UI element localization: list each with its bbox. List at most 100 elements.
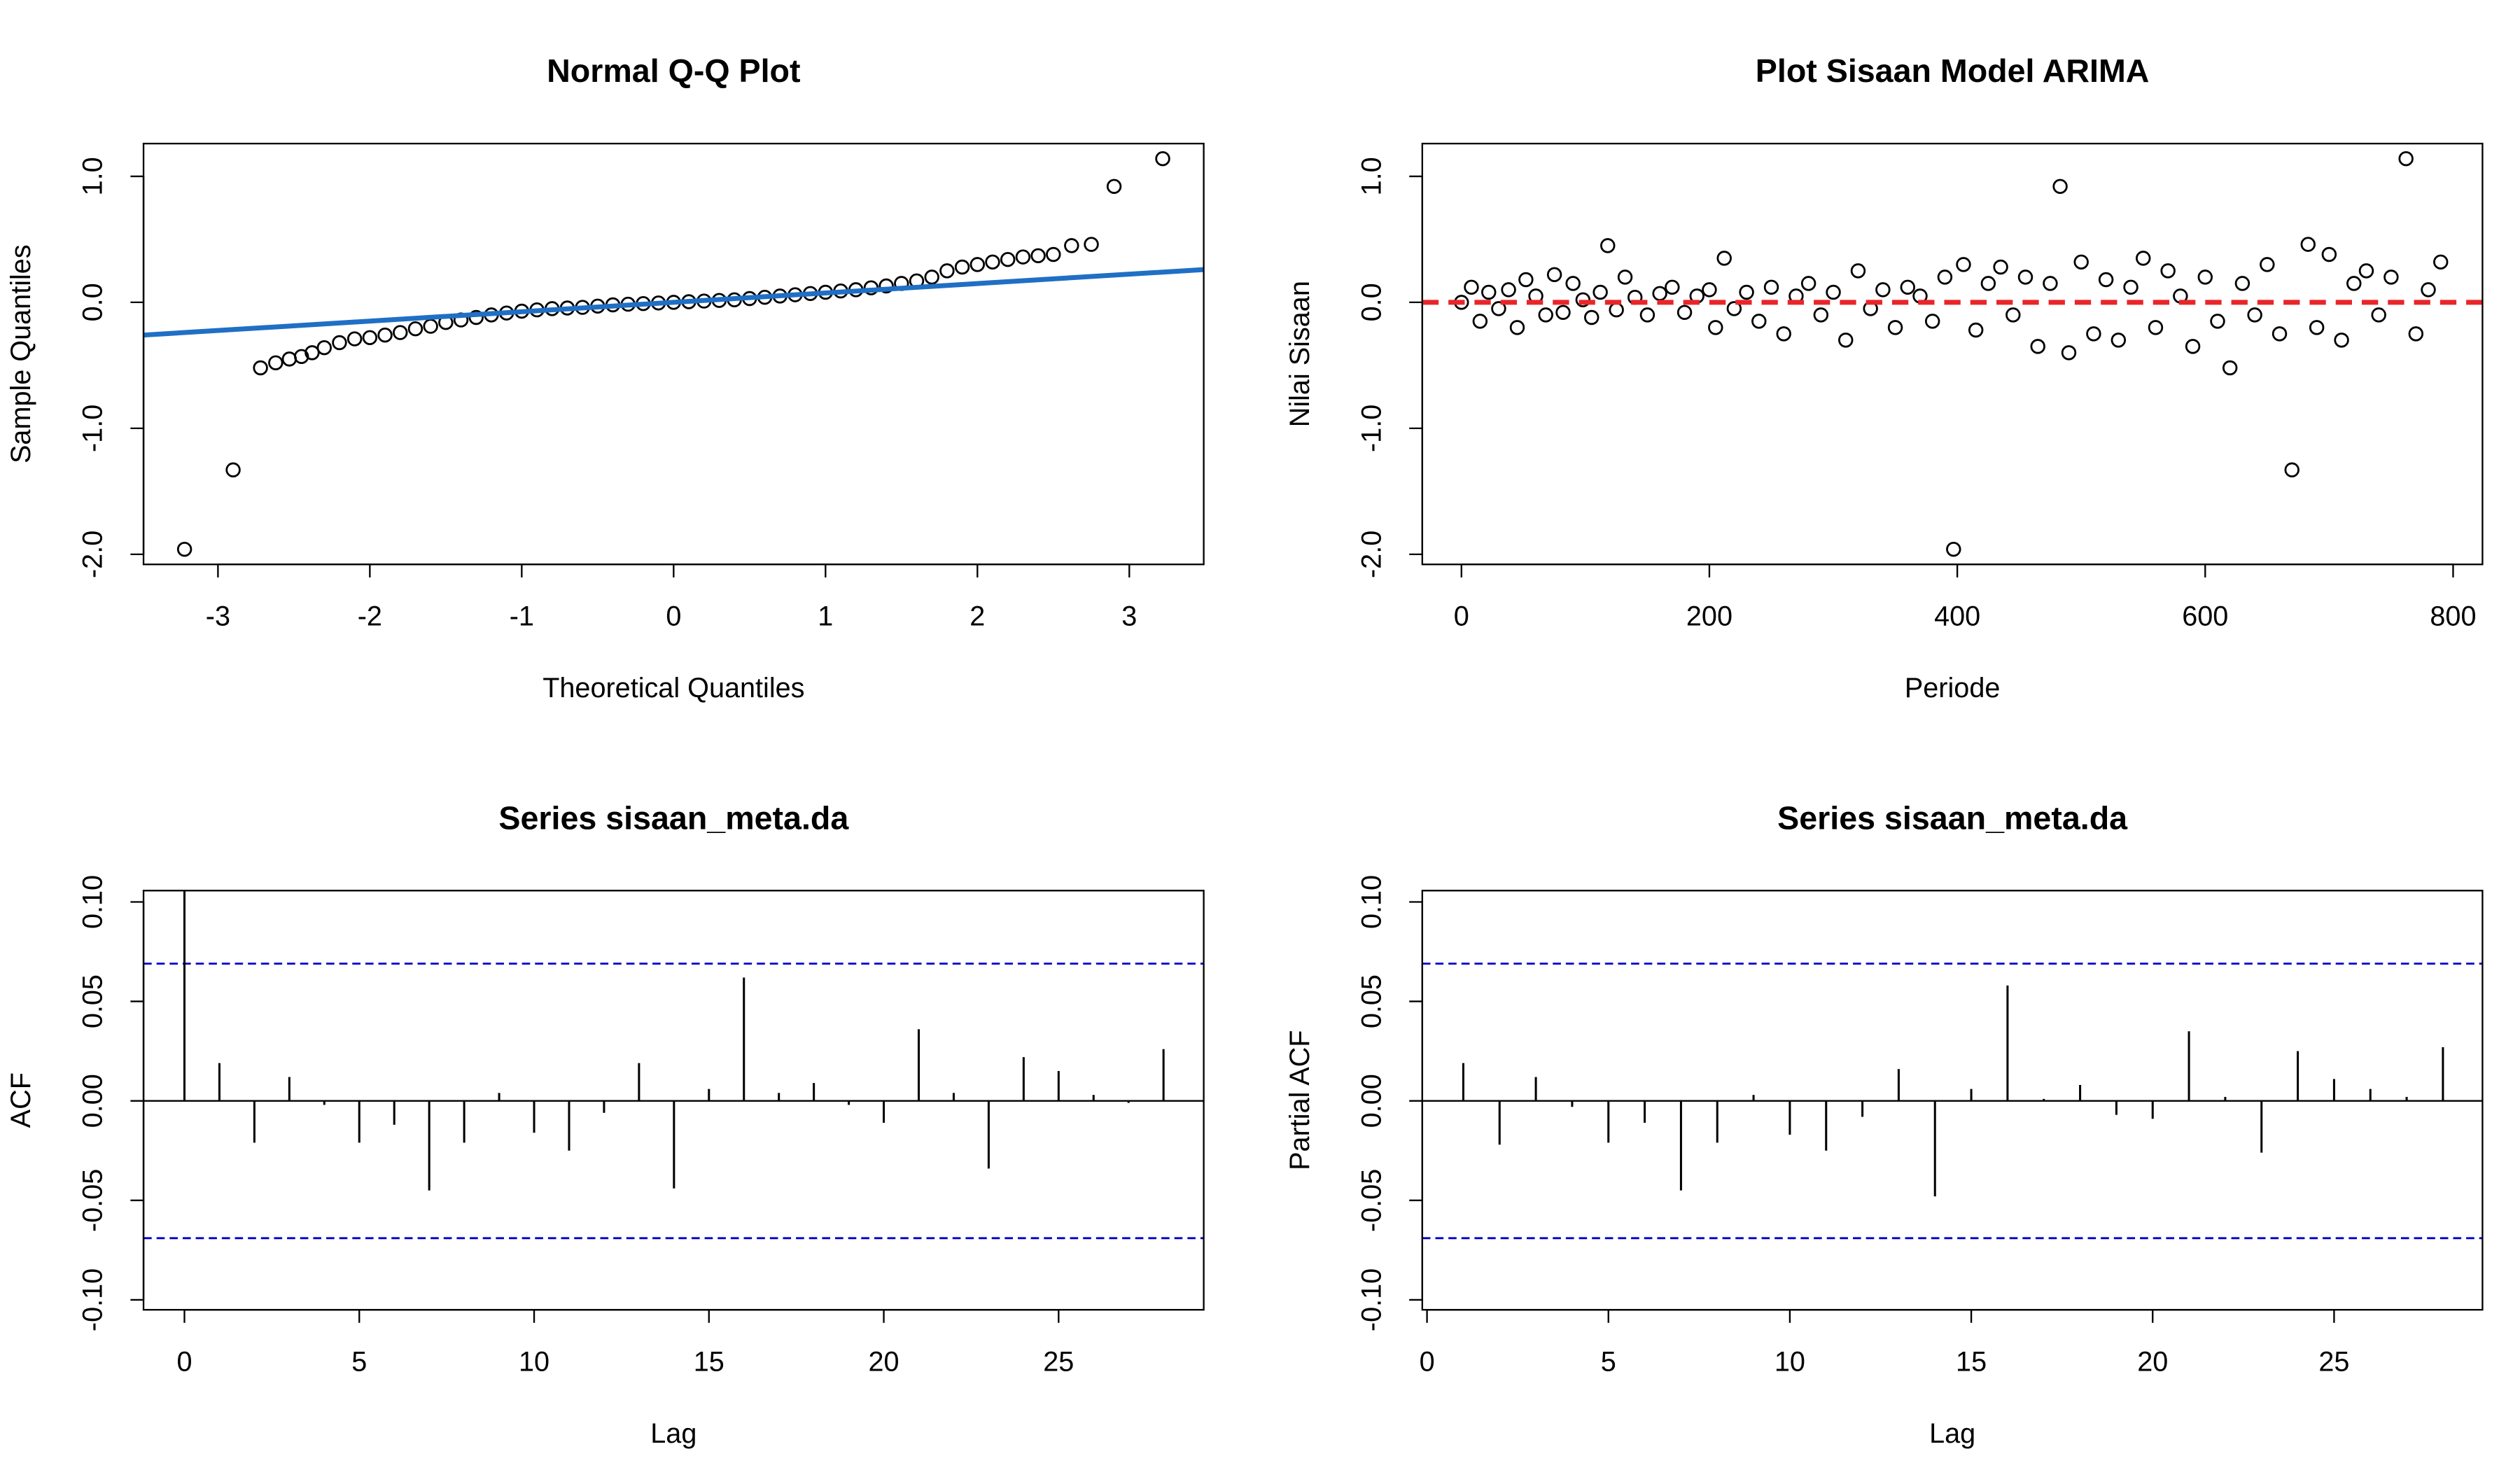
y-axis-label: Partial ACF [1284, 1030, 1315, 1170]
point [268, 355, 284, 371]
point [253, 360, 268, 376]
point [1106, 178, 1122, 195]
point [1617, 270, 1633, 285]
point [281, 351, 298, 367]
y-tick-label: 0.10 [78, 875, 108, 929]
point [1716, 251, 1732, 266]
point [1046, 246, 1061, 262]
point [346, 331, 363, 346]
point [1472, 314, 1488, 329]
point [1538, 307, 1553, 323]
y-tick-label: 1.0 [1356, 157, 1387, 195]
y-axis-label: ACF [6, 1072, 36, 1128]
point [1518, 272, 1534, 288]
point [2061, 345, 2077, 360]
y-tick-label: 1.0 [78, 157, 108, 195]
chart-title: Normal Q-Q Plot [547, 52, 800, 89]
point [2210, 314, 2225, 329]
point [2421, 282, 2436, 298]
x-tick-label: 5 [351, 1346, 367, 1377]
point [2110, 332, 2127, 348]
point [2384, 270, 2399, 285]
x-tick-label: 600 [2182, 601, 2228, 632]
point [1676, 304, 1693, 321]
point [1813, 307, 1829, 323]
x-tick-label: -3 [206, 601, 230, 632]
x-tick-label: 0 [1420, 1346, 1435, 1377]
point [2185, 339, 2201, 354]
point [2346, 276, 2362, 291]
point [2148, 320, 2164, 335]
y-tick-label: 0.00 [78, 1074, 108, 1128]
point [1702, 282, 1717, 298]
panel: Normal Q-Q Plot Theoretical Quantiles Samp… [6, 52, 1205, 704]
point [1739, 284, 1754, 300]
point [2222, 360, 2238, 376]
point [2086, 326, 2101, 342]
point [1509, 320, 1525, 335]
point [1464, 279, 1479, 295]
point [2371, 307, 2386, 323]
x-axis-label: Periode [1905, 673, 2001, 704]
point [878, 278, 894, 294]
y-tick-label: -1.0 [78, 405, 108, 452]
point [2398, 150, 2414, 167]
point [1937, 270, 1953, 285]
point [2247, 307, 2262, 323]
x-tick-label: 0 [1454, 601, 1469, 632]
point [2136, 251, 2151, 266]
point [2334, 332, 2349, 348]
x-tick-label: 20 [869, 1346, 899, 1377]
x-tick-label: 15 [694, 1346, 724, 1377]
y-axis-label: Sample Quantiles [6, 244, 36, 463]
point [1652, 286, 1667, 302]
point [1592, 284, 1608, 300]
plot-frame [142, 142, 1205, 566]
point [316, 340, 332, 356]
y-tick-label: 0.0 [78, 283, 108, 321]
point [1600, 238, 1616, 253]
point [2358, 263, 2374, 279]
x-axis-label: Lag [1929, 1418, 1975, 1449]
point [954, 259, 970, 275]
y-tick-label: -0.05 [78, 1169, 108, 1232]
point [225, 462, 241, 477]
point [2043, 276, 2058, 291]
point [2300, 237, 2316, 252]
y-tick-label: -1.0 [1356, 405, 1387, 452]
x-tick-label: 0 [666, 601, 681, 632]
point [468, 309, 484, 326]
x-tick-label: -2 [358, 601, 382, 632]
qq-line [144, 267, 1204, 338]
point [176, 541, 192, 557]
x-tick-label: 10 [1774, 1346, 1805, 1377]
point [1575, 292, 1591, 308]
point [985, 254, 1000, 270]
x-tick-label: 15 [1956, 1346, 1987, 1377]
point [2234, 276, 2250, 291]
point [1584, 309, 1600, 326]
point [2433, 254, 2449, 270]
point [1665, 279, 1680, 295]
x-axis-label: Lag [650, 1418, 696, 1449]
point [1924, 314, 1940, 329]
point [1015, 249, 1031, 265]
point [1546, 267, 1562, 283]
point [1084, 237, 1099, 252]
point [1501, 282, 1516, 298]
point [1875, 282, 1891, 298]
point [2284, 462, 2300, 477]
x-tick-label: 25 [1043, 1346, 1074, 1377]
point [1776, 326, 1791, 342]
point [393, 325, 408, 340]
plot-frame [1421, 142, 2484, 566]
plot-area [1422, 962, 2483, 1240]
point [1751, 314, 1767, 329]
plot-area [1422, 150, 2483, 557]
y-tick-label: 0.10 [1356, 875, 1387, 929]
point [304, 345, 320, 360]
x-tick-label: 10 [519, 1346, 550, 1377]
y-tick-label: -2.0 [1356, 531, 1387, 578]
